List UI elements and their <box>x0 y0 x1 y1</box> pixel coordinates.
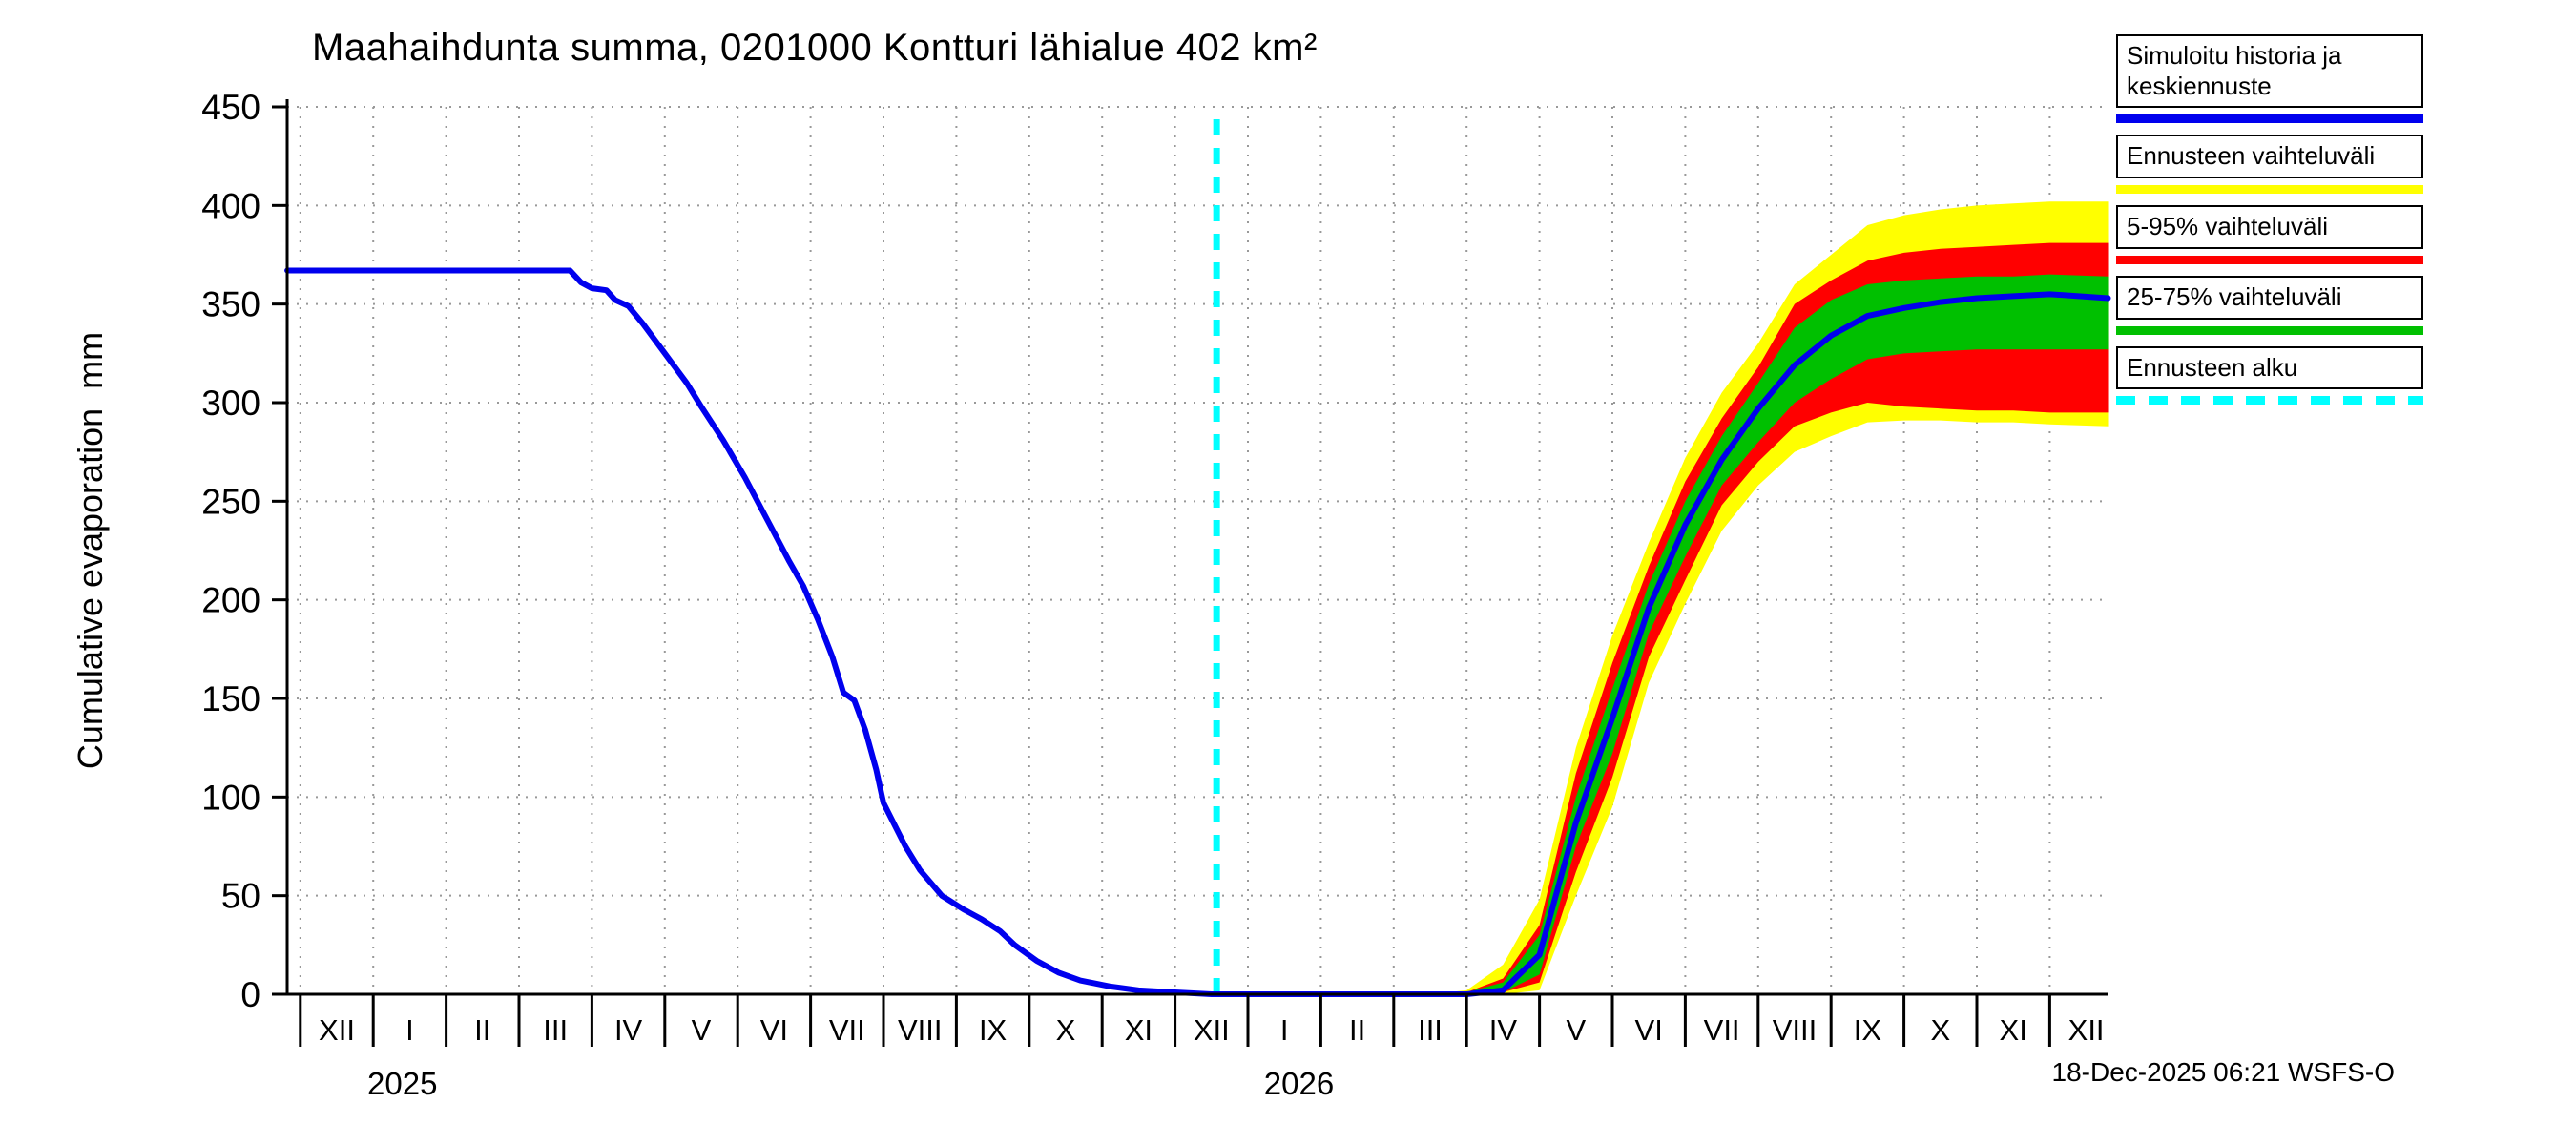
legend-item-forecast-start: Ennusteen alku <box>2116 345 2423 406</box>
chart-title: Maahaihdunta summa, 0201000 Kontturi läh… <box>312 27 1318 69</box>
x-month-label: XII <box>2068 1013 2105 1047</box>
y-tick-label: 200 <box>201 581 260 620</box>
y-tick-label: 450 <box>201 88 260 127</box>
x-month-label: IV <box>1489 1013 1518 1047</box>
x-month-label: IX <box>1854 1013 1882 1047</box>
x-month-label: XII <box>1194 1013 1230 1047</box>
x-month-label: VI <box>760 1013 788 1047</box>
footer-timestamp: 18-Dec-2025 06:21 WSFS-O <box>2051 1057 2396 1087</box>
legend-item-5-95-range: 5-95% vaihteluväli <box>2116 205 2423 264</box>
x-month-label: XII <box>319 1013 355 1047</box>
x-month-label: V <box>1566 1013 1586 1047</box>
x-month-label: I <box>1280 1013 1289 1047</box>
legend-item-forecast-range: Ennusteen vaihteluväli <box>2116 135 2423 195</box>
x-month-label: II <box>474 1013 490 1047</box>
x-month-label: VI <box>1635 1013 1663 1047</box>
legend-label-forecast-start: Ennusteen alku <box>2116 345 2423 390</box>
y-tick-label: 50 <box>221 877 260 916</box>
x-month-label: VII <box>829 1013 865 1047</box>
x-month-label: XI <box>1125 1013 1153 1047</box>
legend: Simuloitu historia ja keskiennuste Ennus… <box>2116 34 2423 416</box>
x-month-label: III <box>1418 1013 1443 1047</box>
y-tick-label: 250 <box>201 482 260 521</box>
x-month-label: V <box>692 1013 712 1047</box>
legend-item-25-75-range: 25-75% vaihteluväli <box>2116 275 2423 335</box>
legend-label-history-mean: Simuloitu historia ja keskiennuste <box>2116 34 2423 109</box>
uncertainty-band <box>1430 274 2109 995</box>
x-month-label: XI <box>2000 1013 2027 1047</box>
x-month-label: III <box>543 1013 568 1047</box>
legend-label-25-75-range: 25-75% vaihteluväli <box>2116 275 2423 320</box>
legend-line-5-95-range <box>2116 255 2423 264</box>
y-tick-label: 300 <box>201 384 260 423</box>
legend-label-forecast-range: Ennusteen vaihteluväli <box>2116 135 2423 179</box>
legend-line-forecast-start <box>2116 396 2423 406</box>
legend-line-history-mean <box>2116 114 2423 124</box>
y-tick-label: 100 <box>201 778 260 817</box>
y-tick-label: 350 <box>201 285 260 324</box>
history-mean-line <box>284 267 2111 997</box>
y-tick-label: 0 <box>240 975 260 1014</box>
legend-line-forecast-range <box>2116 185 2423 195</box>
x-month-label: IV <box>614 1013 643 1047</box>
x-month-label: VIII <box>898 1013 943 1047</box>
x-month-label: X <box>1056 1013 1076 1047</box>
legend-line-25-75-range <box>2116 325 2423 335</box>
x-month-label: II <box>1349 1013 1365 1047</box>
x-month-label: IX <box>979 1013 1008 1047</box>
x-year-label: 2025 <box>367 1066 437 1101</box>
legend-label-5-95-range: 5-95% vaihteluväli <box>2116 205 2423 249</box>
x-month-label: VII <box>1704 1013 1740 1047</box>
y-tick-label: 400 <box>201 186 260 225</box>
x-month-label: X <box>1930 1013 1950 1047</box>
x-month-label: I <box>405 1013 414 1047</box>
x-year-label: 2026 <box>1264 1066 1334 1101</box>
y-tick-label: 150 <box>201 679 260 718</box>
x-month-label: VIII <box>1773 1013 1818 1047</box>
uncertainty-band <box>1430 242 2109 995</box>
legend-item-history-mean: Simuloitu historia ja keskiennuste <box>2116 34 2423 124</box>
